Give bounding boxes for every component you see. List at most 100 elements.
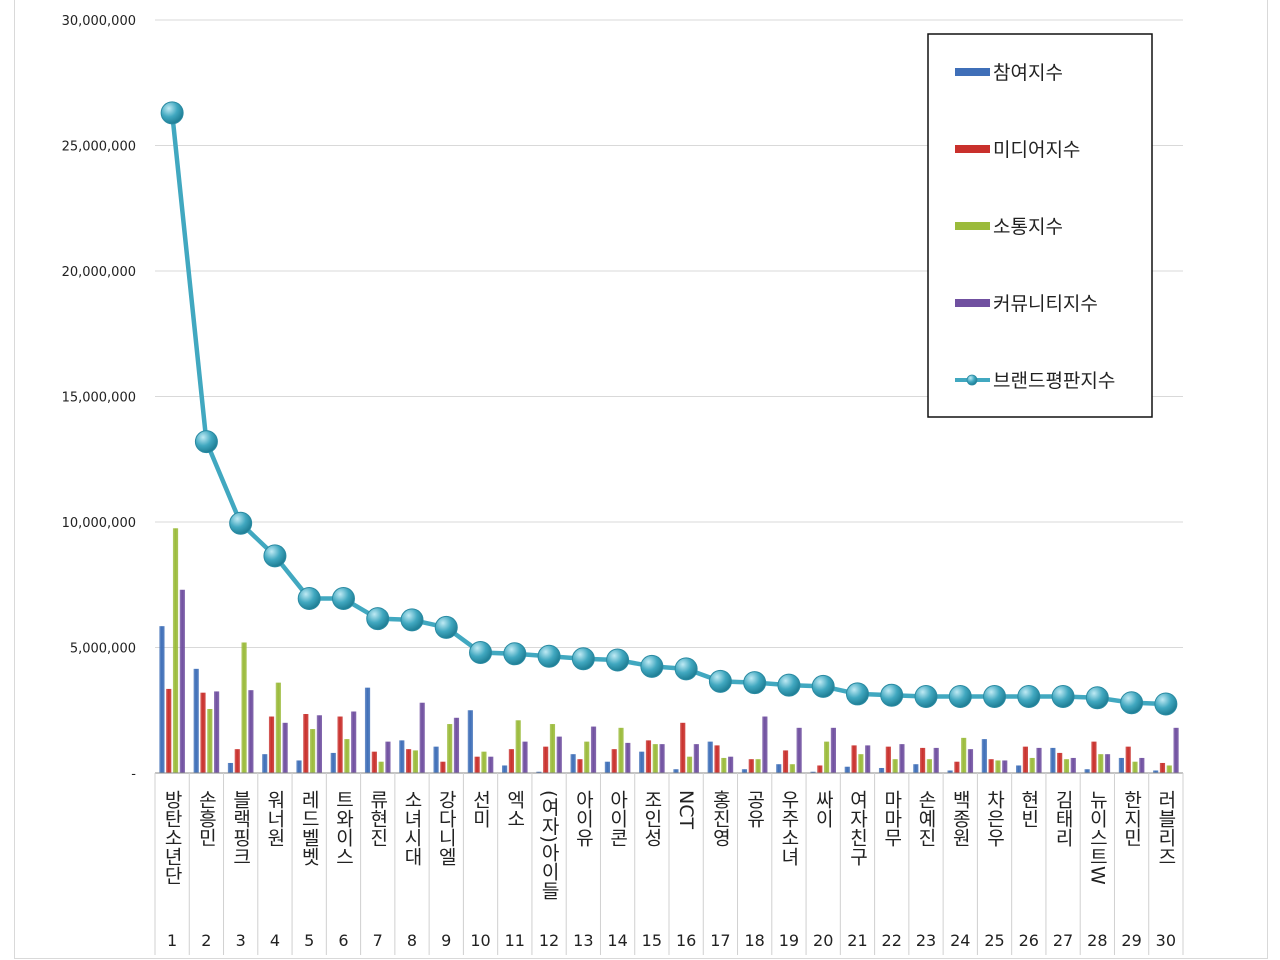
category-label: 블랙핑크 (230, 790, 252, 866)
legend-dot-swatch (966, 374, 978, 386)
bar (824, 741, 830, 773)
line-point (434, 615, 458, 639)
bar (385, 741, 391, 773)
bar (913, 764, 919, 773)
category-label: 류현진 (367, 790, 389, 847)
line-point (1051, 684, 1075, 708)
category-label: (여자)아이들 (538, 790, 560, 900)
category-label: 현빈 (1018, 790, 1040, 828)
rank-number: 2 (201, 931, 211, 950)
rank-number: 27 (1053, 931, 1073, 950)
bar (796, 727, 802, 773)
bar (556, 736, 562, 773)
bar (686, 756, 693, 773)
line-point (640, 654, 664, 678)
bar (310, 729, 316, 773)
chart-frame (14, 0, 1268, 959)
bar (522, 741, 528, 773)
bar (344, 739, 350, 773)
line-point (811, 674, 835, 698)
bar (1153, 770, 1159, 773)
line-point (743, 671, 767, 695)
bar (967, 749, 974, 773)
bar (166, 688, 172, 773)
legend-label: 미디어지수 (993, 139, 1080, 161)
bar (1125, 746, 1131, 773)
category-label: 조인성 (641, 790, 663, 847)
line-point (914, 684, 938, 708)
bar (878, 767, 885, 773)
bar (865, 745, 871, 773)
legend-swatch (955, 68, 990, 76)
line-point (469, 641, 493, 665)
bar (1050, 747, 1056, 773)
bar (296, 760, 302, 773)
bar (467, 710, 473, 773)
bar (1132, 761, 1138, 773)
bar (680, 722, 686, 773)
category-label: 손흥민 (195, 790, 217, 847)
line-point (1017, 684, 1041, 708)
category-label: NCT (675, 790, 697, 829)
bar (406, 749, 412, 773)
line-point (777, 673, 801, 697)
bar (748, 759, 754, 773)
bar (577, 759, 583, 773)
rank-number: 23 (916, 931, 936, 950)
bar (481, 751, 487, 773)
category-label: 차은우 (984, 790, 1006, 847)
bar (947, 770, 953, 773)
bar (543, 746, 549, 773)
category-label: 트와이스 (332, 790, 354, 866)
x-axis (154, 772, 1184, 955)
bar (207, 708, 213, 773)
bar (502, 765, 508, 773)
bar (810, 771, 816, 773)
line-point (880, 683, 904, 707)
line-point (606, 648, 630, 672)
bar (488, 756, 494, 773)
bar (639, 751, 645, 773)
bar (440, 761, 446, 773)
bar (1118, 757, 1124, 773)
bar (590, 726, 597, 773)
rank-number: 7 (373, 931, 383, 950)
bar (282, 722, 288, 773)
y-tick-label: 10,000,000 (62, 516, 136, 531)
bar (995, 760, 1001, 773)
rank-number: 20 (813, 931, 833, 950)
category-label: 러블리즈 (1155, 790, 1177, 866)
bar (954, 761, 960, 773)
category-label: 손예진 (915, 790, 937, 847)
line-point (845, 682, 869, 706)
rank-number: 12 (539, 931, 559, 950)
rank-number: 1 (167, 931, 177, 950)
bar (227, 762, 234, 773)
line-point (948, 684, 972, 708)
bar (851, 745, 857, 773)
bar (714, 745, 720, 773)
line-point (297, 587, 321, 611)
line-point (331, 587, 355, 611)
category-label: 아이콘 (607, 790, 629, 847)
bar (659, 744, 665, 773)
category-label: 한지민 (1121, 790, 1143, 847)
bar (858, 754, 864, 773)
bar (707, 741, 713, 773)
bar (508, 749, 514, 773)
y-tick-label: 25,000,000 (62, 140, 136, 155)
bar (172, 528, 179, 773)
line-point (400, 608, 424, 632)
line-point (983, 684, 1007, 708)
legend-swatch (955, 222, 990, 230)
bar (1022, 746, 1028, 773)
rank-number: 19 (779, 931, 799, 950)
line-point (160, 101, 184, 125)
bar (611, 749, 617, 773)
bar (645, 740, 652, 773)
line-point (366, 607, 390, 631)
bar (1029, 757, 1035, 773)
bar (1139, 757, 1145, 773)
legend-label: 참여지수 (993, 62, 1063, 84)
